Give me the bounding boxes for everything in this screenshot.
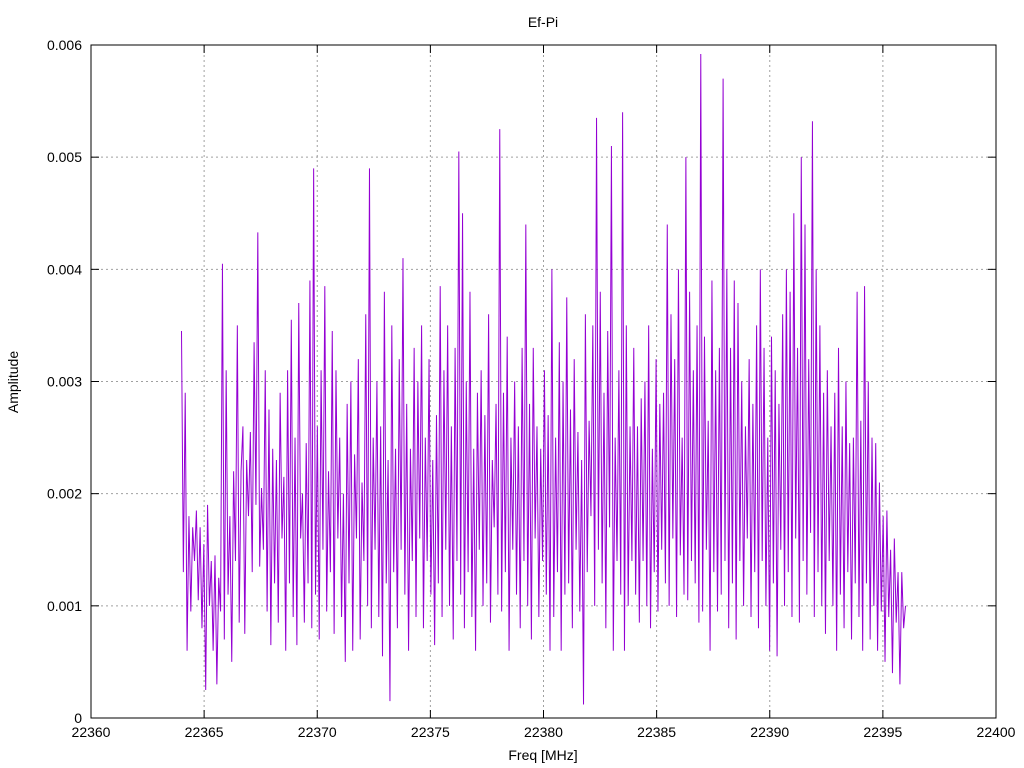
y-tick-label: 0.003 (47, 374, 82, 390)
y-tick-label: 0.004 (47, 261, 82, 277)
y-tick-label: 0.006 (47, 37, 82, 53)
y-tick-label: 0.005 (47, 149, 82, 165)
y-tick-label: 0 (74, 710, 82, 726)
x-tick-label: 22395 (863, 724, 902, 740)
x-tick-label: 22390 (750, 724, 789, 740)
chart-title: Ef-Pi (528, 14, 558, 30)
y-tick-label: 0.002 (47, 486, 82, 502)
x-tick-label: 22400 (977, 724, 1016, 740)
x-tick-label: 22360 (72, 724, 111, 740)
x-tick-label: 22365 (185, 724, 224, 740)
x-tick-label: 22375 (411, 724, 450, 740)
y-axis-label: Amplitude (5, 351, 21, 413)
x-tick-label: 22385 (637, 724, 676, 740)
axis-ticks: 22360 22365 22370 22375 22380 22385 22390 22395… (47, 37, 1016, 740)
x-tick-label: 22370 (298, 724, 337, 740)
x-axis-label: Freq [MHz] (508, 747, 577, 763)
y-tick-label: 0.001 (47, 598, 82, 614)
series-line (181, 53, 906, 705)
x-tick-label: 22380 (524, 724, 563, 740)
grid (91, 45, 996, 718)
